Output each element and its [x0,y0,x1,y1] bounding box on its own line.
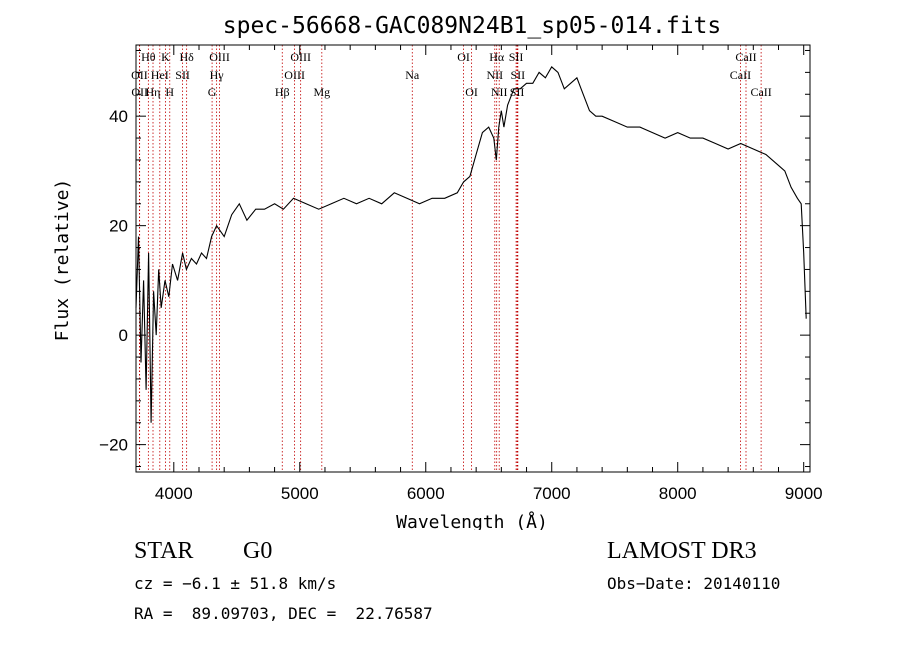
spectral-line-label: K [161,50,170,64]
spectral-line-label: OIII [290,50,311,64]
object-class: STAR [134,538,194,564]
y-tick-label: 40 [109,107,128,126]
chart-title: spec-56668-GAC089N24B1_sp05-014.fits [223,13,722,39]
spectral-line-markers [139,45,762,472]
plot-frame [135,44,811,473]
spectral-line-label: CaII [730,68,751,82]
spectral-line-label: G [208,85,217,99]
x-tick-label: 9000 [785,484,823,503]
y-axis-ticks: −20 0 20 40 [99,49,810,468]
spectrum-chart: spec-56668-GAC089N24B1_sp05-014.fits Hθ K… [52,13,823,530]
spectral-line-label: OIII [209,50,230,64]
spectral-line-label: Hθ [141,50,156,64]
spectral-line-label: Na [405,68,420,82]
spectral-line-label: Hβ [275,85,290,99]
spectral-line-label: OII [131,68,148,82]
spectral-line-label: Hδ [179,50,194,64]
spectral-line-label: H [165,85,174,99]
coordinates: RA = 89.09703, DEC = 22.76587 [134,604,433,623]
spectral-line-label: NII [486,68,503,82]
y-tick-label: 0 [119,326,128,345]
spectral-line-label: Hη [146,85,161,99]
x-tick-label: 6000 [407,484,445,503]
spectral-line-label: HeI [151,68,169,82]
observation-date: Obs−Date: 20140110 [607,574,781,593]
spectral-line-label: Mg [313,85,330,99]
spectral-line-label: OIII [284,68,305,82]
spectral-line-label: CaII [735,50,756,64]
spectral-line-label: SII [509,50,524,64]
spectral-line-label: OI [457,50,470,64]
y-tick-label: −20 [99,436,128,455]
y-tick-label: 20 [109,217,128,236]
x-axis-label: Wavelength (Å) [396,511,548,530]
spectral-line-label: SII [511,68,526,82]
spectral-line-label: NII [491,85,508,99]
x-tick-label: 8000 [659,484,697,503]
object-subclass: G0 [243,538,273,564]
spectral-line-label: Hγ [210,68,225,82]
x-tick-label: 7000 [533,484,571,503]
survey-name: LAMOST DR3 [607,538,757,564]
spectral-line-labels: Hθ K Hδ OIII OIII OI Hα SII CaII OII HeI SII Hγ OIII N… [131,50,772,99]
spectral-line-label: Hα [489,50,505,64]
spectral-line-label: CaII [750,85,771,99]
spectral-line-label: OII [131,85,148,99]
redshift-velocity: cz = −6.1 ± 51.8 km/s [134,574,337,593]
x-tick-label: 5000 [281,484,319,503]
spectral-line-label: OI [465,85,478,99]
x-tick-label: 4000 [155,484,193,503]
flux-series-line [135,66,807,423]
spectral-line-label: SII [175,68,190,82]
y-axis-label: Flux (relative) [52,179,73,342]
x-axis-ticks: 4000 5000 6000 7000 8000 9000 [155,45,823,503]
